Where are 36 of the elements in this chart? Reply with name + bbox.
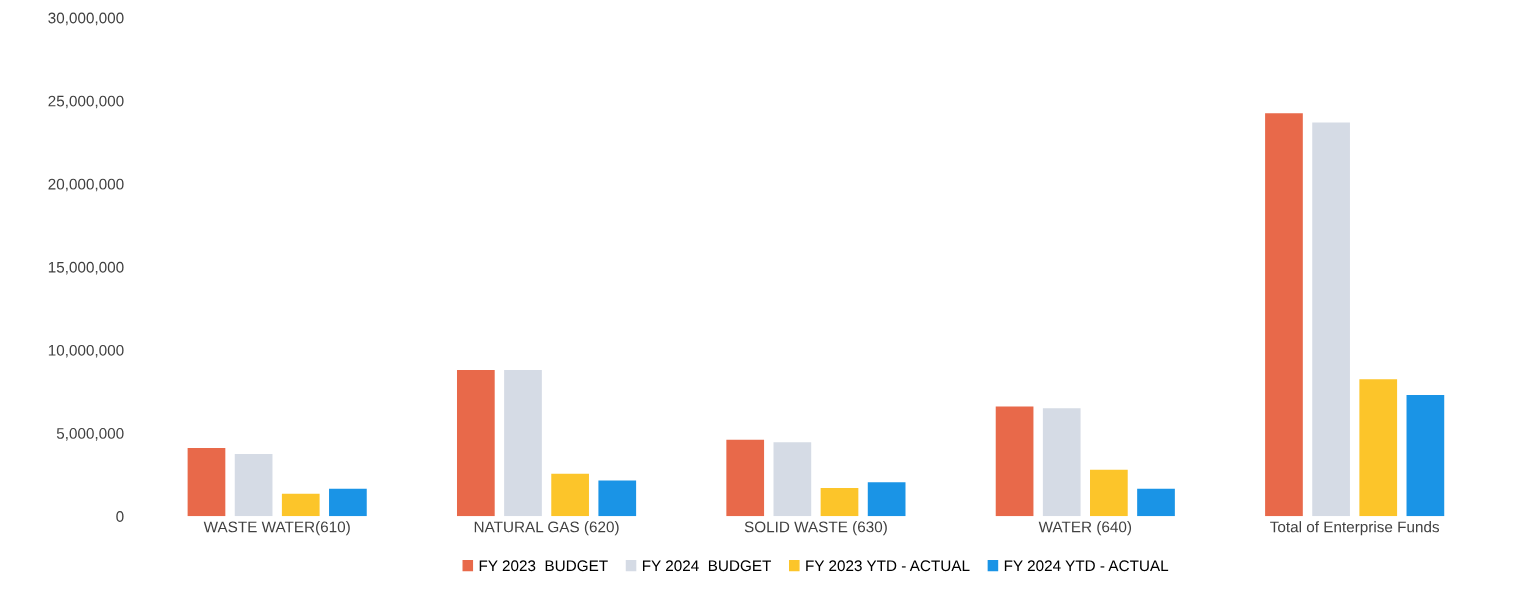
bar: [187, 448, 226, 517]
bar: [234, 453, 273, 517]
bar: [867, 482, 906, 517]
y-tick-label: 0: [116, 511, 124, 522]
y-tick-label: 25,000,000: [48, 95, 124, 109]
bar: [598, 480, 637, 517]
legend-label: FY 2024 BUDGET: [642, 560, 772, 572]
bar: [1042, 408, 1081, 517]
bar: [995, 406, 1034, 517]
y-tick-label: 30,000,000: [48, 12, 124, 26]
x-tick-label: SOLID WASTE (630): [744, 521, 887, 536]
legend-label: FY 2023 YTD - ACTUAL: [806, 560, 970, 572]
legend-label: FY 2024 YTD - ACTUAL: [1004, 560, 1169, 572]
bar: [456, 370, 495, 517]
bar: [551, 473, 589, 517]
x-tick-label: Total of Enterprise Funds: [1270, 521, 1440, 536]
bar: [504, 370, 542, 517]
bar: [1137, 488, 1175, 517]
bar: [329, 488, 367, 517]
bar: [1090, 469, 1128, 517]
bar: [1265, 113, 1303, 517]
bar: [1406, 394, 1445, 517]
x-tick-label: NATURAL GAS (620): [474, 521, 619, 536]
legend-label: FY 2023 BUDGET: [479, 560, 608, 572]
bar: [820, 488, 859, 517]
bar: [773, 442, 812, 517]
bar: [1359, 379, 1398, 517]
bar: [1312, 122, 1350, 517]
y-tick-label: 15,000,000: [48, 261, 124, 275]
y-tick-label: 20,000,000: [48, 178, 124, 192]
y-tick-label: 10,000,000: [48, 344, 124, 358]
bar: [726, 439, 765, 517]
x-tick-label: WATER (640): [1038, 521, 1132, 536]
x-tick-label: WASTE WATER(610): [203, 521, 350, 536]
bar: [281, 493, 320, 517]
y-tick-label: 5,000,000: [56, 428, 124, 441]
